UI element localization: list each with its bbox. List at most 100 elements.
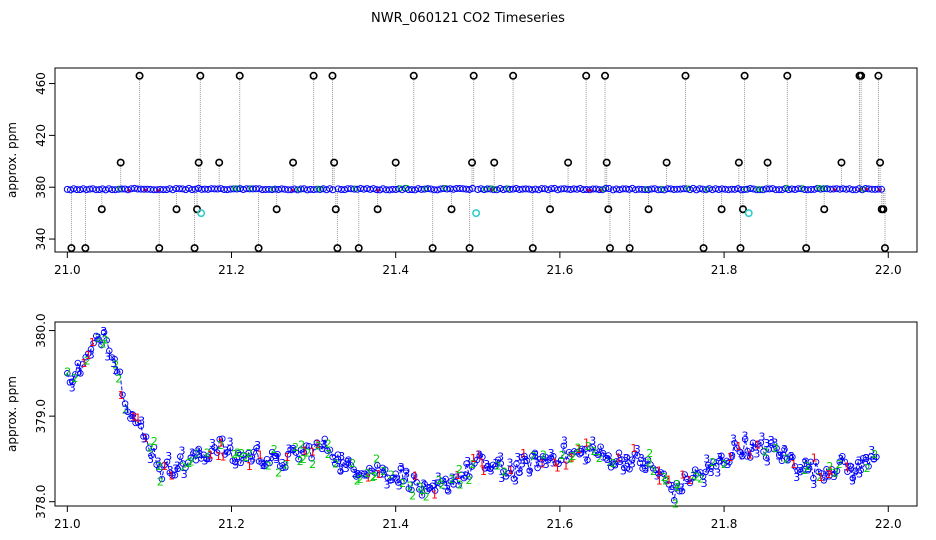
spike-point bbox=[447, 205, 456, 214]
spike-point bbox=[428, 244, 437, 253]
series-label-1: 1 bbox=[686, 474, 693, 487]
series-label-2: 2 bbox=[864, 462, 871, 475]
series-label-2: 2 bbox=[721, 458, 728, 471]
series-label-3: 3 bbox=[852, 466, 859, 479]
trend-point bbox=[597, 443, 604, 450]
series-label-2: 2 bbox=[354, 475, 361, 488]
series-label-3: 3 bbox=[179, 445, 186, 458]
trend-point bbox=[113, 369, 121, 376]
baseline-point bbox=[544, 186, 552, 194]
x-tick-label: 21.8 bbox=[711, 263, 738, 277]
spike-point bbox=[272, 205, 281, 214]
series-label-3: 3 bbox=[426, 482, 433, 495]
series-label-3: 3 bbox=[268, 451, 275, 464]
series-label-2: 2 bbox=[271, 443, 278, 456]
baseline-point bbox=[483, 185, 491, 193]
series-label-1: 1 bbox=[454, 469, 461, 482]
trend-point bbox=[534, 464, 541, 472]
series-label-2: 2 bbox=[456, 463, 463, 476]
series-label-2: 2 bbox=[265, 459, 272, 472]
baseline-point bbox=[329, 186, 337, 194]
series-label-2: 2 bbox=[188, 455, 195, 468]
spike-point bbox=[196, 71, 205, 80]
series-label-2: 2 bbox=[575, 441, 582, 454]
baseline-point bbox=[408, 186, 416, 194]
baseline-point bbox=[849, 186, 857, 194]
series-label-2: 2 bbox=[380, 465, 387, 478]
baseline-point bbox=[70, 185, 78, 193]
trend-point bbox=[642, 465, 649, 472]
x-tick-label: 21.8 bbox=[711, 517, 738, 531]
series-label-3: 3 bbox=[522, 454, 529, 467]
series-label-3: 3 bbox=[725, 458, 732, 471]
spike-point bbox=[880, 244, 889, 253]
spike-point bbox=[874, 71, 883, 80]
series-label-3: 3 bbox=[483, 458, 490, 471]
trend-point bbox=[64, 370, 71, 377]
trend-point bbox=[156, 465, 163, 473]
trend-point bbox=[728, 452, 736, 459]
series-label-2: 2 bbox=[151, 435, 158, 448]
series-label-2: 2 bbox=[246, 447, 253, 460]
trend-point bbox=[163, 458, 171, 465]
baseline-point bbox=[696, 185, 704, 193]
spike-point bbox=[190, 244, 199, 253]
trend-point bbox=[778, 457, 786, 465]
series-label-3: 3 bbox=[464, 455, 471, 468]
spike-point bbox=[194, 158, 203, 167]
series-label-1: 1 bbox=[134, 411, 141, 424]
trend-point bbox=[287, 446, 294, 453]
trend-point bbox=[599, 450, 607, 457]
baseline-point bbox=[769, 185, 777, 193]
trend-point bbox=[402, 467, 410, 475]
baseline-point bbox=[506, 185, 514, 193]
spike-points bbox=[67, 71, 889, 253]
series-label-3: 3 bbox=[859, 457, 866, 470]
series-label-3: 3 bbox=[420, 478, 427, 491]
trend-point bbox=[552, 459, 560, 467]
trend-point bbox=[282, 464, 289, 471]
series-label-3: 3 bbox=[768, 434, 775, 447]
trend-point bbox=[789, 453, 796, 461]
series-label-1: 1 bbox=[827, 464, 834, 477]
series-label-2: 2 bbox=[436, 474, 443, 487]
series-label-3: 3 bbox=[431, 478, 438, 491]
trend-point bbox=[400, 477, 407, 485]
trend-point bbox=[261, 462, 268, 470]
series-label-3: 3 bbox=[517, 466, 524, 479]
plot-frame bbox=[54, 67, 918, 253]
baseline-point bbox=[605, 185, 613, 192]
trend-point bbox=[77, 370, 84, 377]
series-label-3: 3 bbox=[338, 450, 345, 463]
series-label-3: 3 bbox=[607, 456, 614, 469]
series-label-2: 2 bbox=[570, 450, 577, 463]
baseline-point bbox=[465, 186, 473, 193]
spike-point bbox=[681, 71, 690, 80]
series-label-3: 3 bbox=[337, 464, 344, 477]
baseline-point bbox=[535, 186, 543, 194]
baseline-point-green bbox=[442, 185, 449, 191]
spike-point bbox=[582, 71, 591, 80]
trend-point bbox=[626, 465, 633, 473]
series-label-3: 3 bbox=[155, 456, 162, 469]
series-label-1: 1 bbox=[207, 449, 214, 462]
trend-point bbox=[550, 453, 557, 460]
trend-point bbox=[563, 457, 570, 464]
series-label-2: 2 bbox=[540, 449, 547, 462]
series-label-3: 3 bbox=[642, 463, 649, 476]
trend-point bbox=[103, 337, 110, 344]
baseline-point bbox=[576, 185, 584, 192]
series-label-3: 3 bbox=[174, 460, 181, 473]
series-label-3: 3 bbox=[788, 450, 795, 463]
spike-point bbox=[602, 158, 611, 167]
trend-point bbox=[408, 486, 415, 494]
trend-point bbox=[839, 452, 846, 460]
cyan-point bbox=[744, 209, 753, 218]
trend-point bbox=[584, 456, 591, 464]
series-label-2: 2 bbox=[826, 460, 833, 473]
series-label-3: 3 bbox=[320, 438, 327, 451]
trend-point bbox=[431, 487, 439, 494]
series-label-3: 3 bbox=[227, 436, 234, 449]
series-label-3: 3 bbox=[68, 374, 75, 387]
